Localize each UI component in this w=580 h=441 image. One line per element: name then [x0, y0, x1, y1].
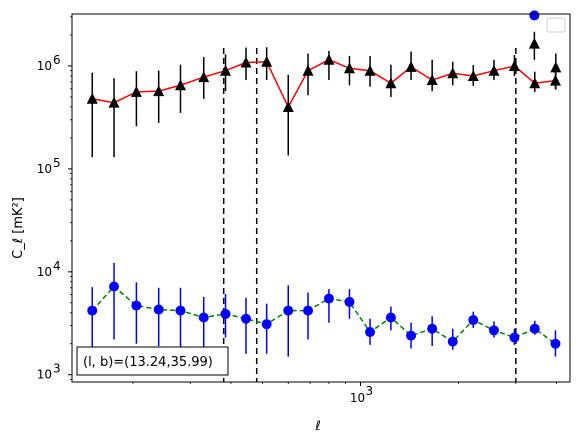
- series-1-point: [447, 336, 458, 347]
- series-0-point: [282, 100, 294, 112]
- series-0-point: [302, 64, 314, 76]
- y-tick-exponent: 4: [53, 259, 61, 273]
- series-1-point: [220, 308, 231, 319]
- y-tick-label: 10: [37, 162, 52, 176]
- series-1-point: [365, 327, 376, 338]
- y-tick-exponent: 6: [53, 53, 61, 67]
- series-1-point: [323, 293, 334, 304]
- series-1-point: [198, 312, 209, 323]
- series-1-point: [241, 313, 252, 324]
- series-1-point: [385, 312, 396, 323]
- series-1-point: [509, 332, 520, 343]
- extra-point-2: [529, 10, 540, 21]
- series-0-point: [261, 55, 273, 67]
- series-1-point: [87, 305, 98, 316]
- series-0-point: [508, 59, 520, 71]
- y-axis-label: C_ℓ [mK²]: [11, 197, 26, 259]
- series-1-point: [283, 305, 294, 316]
- series-0-point: [153, 85, 165, 97]
- series-0-point: [108, 96, 120, 108]
- series-0-point: [323, 53, 335, 65]
- series-1-point: [131, 300, 142, 311]
- series-1-point: [344, 296, 355, 307]
- series-1-point: [468, 315, 479, 326]
- y-tick-label: 10: [37, 59, 52, 73]
- annotation-box: (l, b)=(13.24,35.99): [76, 346, 229, 376]
- legend-box: [546, 17, 566, 33]
- y-tick-exponent: 5: [53, 156, 61, 170]
- series-0-point: [364, 64, 376, 76]
- series-0-point: [405, 60, 417, 72]
- plot-frame: [71, 13, 571, 383]
- y-tick-label: 10: [37, 265, 52, 279]
- chart-ticks: 10 310 410 510 610 3: [37, 16, 557, 405]
- annotation-text: (l, b)=(13.24,35.99): [83, 355, 213, 370]
- y-tick-label: 10: [37, 368, 52, 382]
- series-1-point: [175, 305, 186, 316]
- series-0-point: [447, 67, 459, 79]
- chart-marks: [86, 10, 562, 382]
- series-1-point: [153, 304, 164, 315]
- x-axis-label: ℓ: [314, 419, 320, 434]
- series-0-point: [426, 74, 438, 86]
- x-tick-exponent: 3: [365, 384, 373, 398]
- series-0-point: [174, 79, 186, 91]
- series-1-point: [488, 325, 499, 336]
- series-1-point: [406, 330, 417, 341]
- series-0-point: [343, 62, 355, 74]
- series-1-point: [303, 305, 314, 316]
- extra-point-0: [528, 37, 540, 49]
- series-0-point: [198, 71, 210, 83]
- series-1-point: [550, 338, 561, 349]
- y-tick-exponent: 3: [53, 362, 61, 376]
- series-0-point: [86, 92, 98, 104]
- series-0-point: [488, 64, 500, 76]
- series-0-point: [130, 85, 142, 97]
- series-0-line: [92, 58, 556, 109]
- series-1-point: [261, 319, 272, 330]
- series-1-point: [529, 323, 540, 334]
- series-1-line: [91, 285, 556, 345]
- series-1-point: [427, 323, 438, 334]
- series-1-point: [109, 281, 120, 292]
- series-0-point: [385, 77, 397, 89]
- series-0-point: [240, 56, 252, 68]
- x-tick-label: 10: [350, 391, 365, 405]
- extra-point-1: [550, 61, 562, 73]
- series-0-point: [529, 77, 541, 89]
- series-0-point: [220, 64, 232, 76]
- series-0-point: [467, 69, 479, 81]
